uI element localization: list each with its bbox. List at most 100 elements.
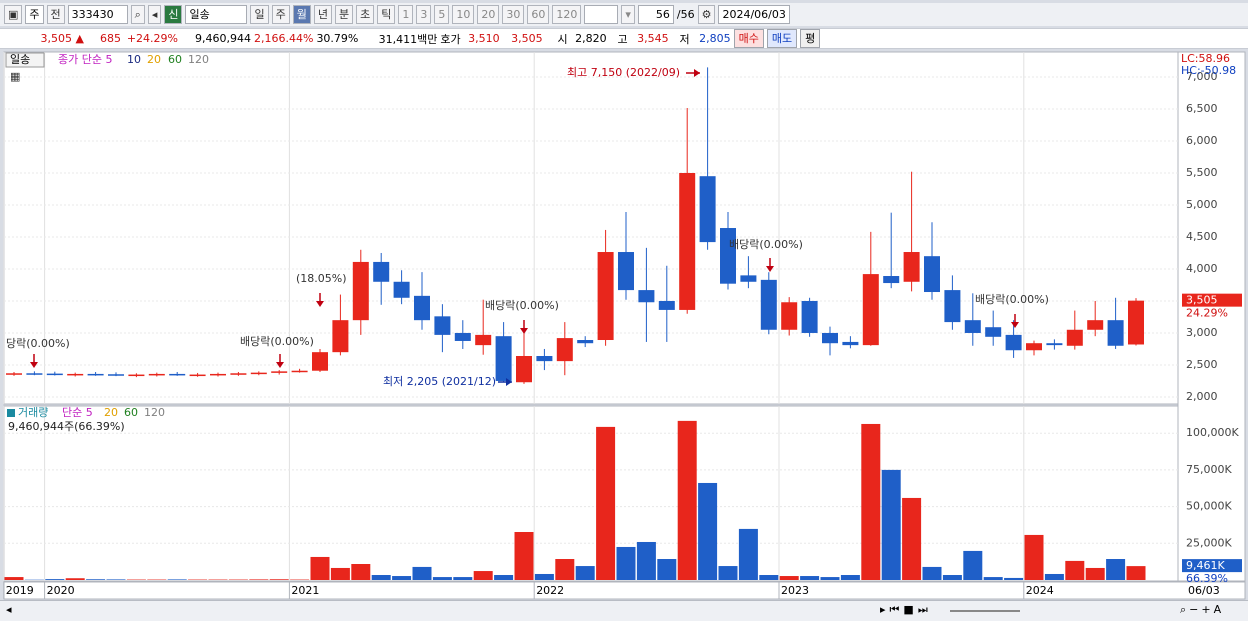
turnover: 30.79% [316, 32, 359, 45]
price: 3,505 ▲ [40, 32, 84, 45]
code-input[interactable]: 333430 [67, 5, 128, 24]
toolbar: ▣ 주 전 333430 ⌕ ◂ 신 일송 일 주 월 년 분 초 틱 1 3 … [0, 3, 1248, 26]
volume-bar [86, 579, 106, 580]
annotation: 최저 2,205 (2021/12) [383, 375, 496, 388]
volume-bar [106, 579, 126, 580]
x-axis [3, 581, 1246, 600]
volume-bar [636, 541, 656, 580]
x-tick-label: 2022 [536, 584, 564, 597]
date-input[interactable]: 2024/06/03 [718, 5, 790, 24]
bid-label: 호가 [440, 32, 461, 46]
scrollbar[interactable]: ◂ ▸⏮■⏭ ⌕−+A [0, 600, 1248, 621]
volume-bar [922, 566, 942, 580]
volume-bar [1126, 566, 1146, 580]
ask: 3,510 [468, 32, 500, 45]
period-btn[interactable]: 년 [313, 5, 332, 24]
candle-body [944, 290, 961, 323]
annotation-arrowhead [276, 362, 284, 368]
candle-body [658, 300, 675, 310]
volume-bar [45, 579, 65, 580]
zoom[interactable]: ⌕−+A [1180, 603, 1225, 616]
interval-btn[interactable]: 20 [477, 5, 500, 24]
y-tick-label: 4,500 [1186, 230, 1218, 243]
annotation-arrowhead [30, 362, 38, 368]
avg-btn[interactable]: 평 [800, 29, 821, 48]
volume-bar [718, 566, 738, 580]
legend-entry: 120 [188, 53, 209, 66]
tab-label: 일송 [10, 52, 30, 66]
interval-btn[interactable]: 60 [527, 5, 550, 24]
search-btn[interactable]: ⌕ [130, 5, 145, 24]
sell-btn[interactable]: 매도 [766, 29, 798, 48]
volume-bar [820, 577, 840, 580]
candle-body [373, 261, 390, 282]
candle-body [475, 334, 492, 346]
volume-bar [1106, 559, 1126, 580]
candle-body [1026, 343, 1042, 351]
stock-name: 일송 [185, 5, 248, 24]
candle-body [1128, 300, 1144, 345]
price-tag-label: 3,505 [1186, 294, 1218, 307]
candle-body [740, 275, 757, 282]
candle-body [148, 373, 165, 376]
bid: 3,505 [511, 32, 543, 45]
volume-bar [1004, 577, 1024, 580]
y-tick-label: 2,000 [1186, 390, 1218, 403]
candle-body [250, 372, 267, 375]
lc-label: LC:58.96 [1181, 52, 1230, 65]
layout-btn[interactable]: ▣ [4, 5, 23, 24]
interval-btn[interactable]: 5 [434, 5, 450, 24]
volume-bar [1044, 573, 1064, 580]
right-axis [1177, 51, 1246, 582]
sound-btn[interactable]: ◂ [147, 5, 162, 24]
y-tick-label: 5,500 [1186, 166, 1218, 179]
annotation: 배당락(0.00%) [729, 238, 803, 251]
low: 2,805 [699, 32, 731, 45]
playback[interactable]: ▸⏮■⏭ [880, 603, 932, 616]
count[interactable]: 56 [637, 5, 674, 24]
custom-input[interactable] [584, 5, 619, 24]
volume-bar [167, 579, 187, 580]
legend-entry: 거래량 [18, 406, 48, 419]
candle-body [1046, 343, 1063, 346]
change-label: 24.29% [1186, 307, 1228, 320]
candle-body [454, 332, 471, 341]
volume-bar [351, 564, 371, 580]
volume-bar [861, 423, 881, 580]
interval-btn[interactable]: 3 [416, 5, 432, 24]
y-tick-label: 6,500 [1186, 102, 1218, 115]
scroll-left[interactable]: ◂ [6, 603, 12, 616]
period-btn[interactable]: 초 [356, 5, 375, 24]
legend-entry: 종가 단순 5 [58, 53, 112, 66]
period-btn[interactable]: 월 [292, 5, 311, 24]
period-btn[interactable]: 틱 [377, 5, 396, 24]
quote-bar: 3,505 ▲ 685 +24.29% 9,460,944 2,166.44% … [0, 28, 1248, 49]
period-btn[interactable]: 분 [334, 5, 354, 24]
interval-btn[interactable]: 1 [398, 5, 414, 24]
legend-entry: 단순 5 [62, 406, 93, 419]
y-tick-label: 5,000 [1186, 198, 1218, 211]
volume-bar [494, 575, 514, 580]
legend-entry: 60 [124, 406, 138, 419]
interval-btn[interactable]: 120 [552, 5, 582, 24]
candle-body [67, 373, 84, 376]
interval-btn[interactable]: 10 [452, 5, 475, 24]
x-tick-label: 2019 [6, 584, 34, 597]
change: 685 [100, 32, 121, 45]
interval-btn[interactable]: 30 [502, 5, 525, 24]
candle-body [924, 256, 940, 293]
y-tick-label: 6,000 [1186, 134, 1218, 147]
tool-btn[interactable]: ⚙ [697, 5, 716, 24]
slider[interactable] [950, 610, 1020, 612]
prev-btn[interactable]: 전 [46, 5, 65, 24]
dropdown[interactable]: ▾ [621, 5, 635, 24]
annotation: 배당락(0.00%) [240, 335, 314, 348]
volume-bar [657, 559, 677, 580]
period-btn[interactable]: 주 [271, 5, 290, 24]
candle-body [577, 340, 594, 344]
period-btn[interactable]: 일 [250, 5, 269, 24]
volume-bar [942, 575, 962, 580]
buy-btn[interactable]: 매수 [733, 29, 764, 48]
type-select[interactable]: 주 [25, 5, 44, 24]
annotation-arrowhead [520, 328, 528, 334]
